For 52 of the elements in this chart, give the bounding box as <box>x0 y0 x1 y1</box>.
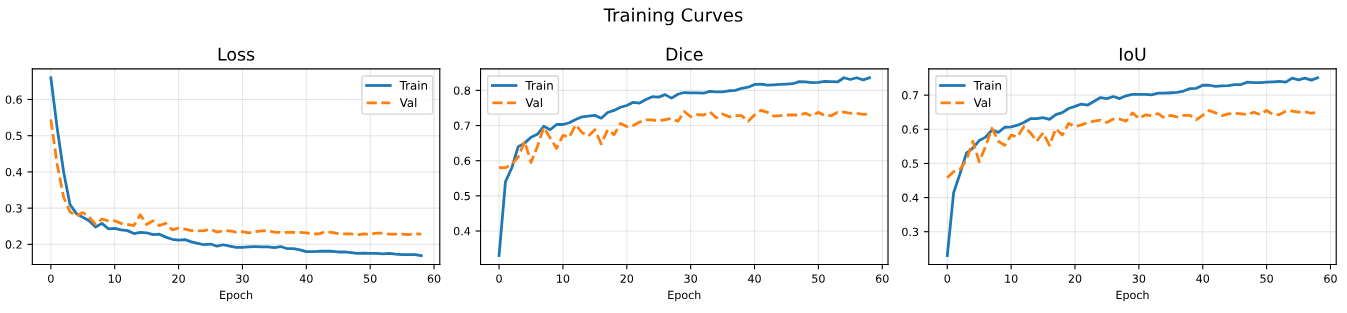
x-axis-title: Epoch <box>220 290 253 302</box>
y-tick-label: 0.5 <box>453 191 470 201</box>
chart-title: Loss <box>218 47 255 61</box>
x-tick-label: 10 <box>557 274 570 283</box>
x-tick-label: 60 <box>427 274 441 283</box>
x-tick-label: 50 <box>812 274 825 283</box>
legend-label: Train <box>973 80 1001 90</box>
x-tick-label: 40 <box>748 274 761 283</box>
x-tick-label: 60 <box>1324 274 1337 283</box>
x-tick-label: 0 <box>48 274 54 283</box>
line-series <box>49 118 423 237</box>
legend-label: Train <box>399 80 427 90</box>
text: Train <box>525 80 553 90</box>
line-series <box>945 76 1320 257</box>
y-tick-label: 0.6 <box>902 125 919 134</box>
y-tick-label: 0.4 <box>453 226 471 236</box>
x-tick-label: 10 <box>1005 274 1018 283</box>
legend-label: Val <box>973 97 991 108</box>
y-tick-label: 0.7 <box>453 121 470 130</box>
text: Training Curves <box>603 7 743 26</box>
series-label: Val <box>525 97 542 108</box>
x-tick-label: 40 <box>299 274 313 283</box>
y-tick-label: 0.4 <box>902 193 919 202</box>
x-tick-label: 50 <box>363 274 377 283</box>
y-tick-label: 0.2 <box>5 240 22 249</box>
x-tick-label: 30 <box>1132 274 1146 283</box>
y-tick-label: 0.3 <box>902 227 919 237</box>
y-tick-label: 0.5 <box>5 131 22 141</box>
x-axis-title: Epoch <box>668 290 701 302</box>
x-tick-label: 10 <box>108 274 122 283</box>
y-tick-label: 0.5 <box>902 159 919 168</box>
x-tick-label: 60 <box>875 274 889 283</box>
x-tick-label: 0 <box>496 274 502 283</box>
x-tick-label: 20 <box>172 274 185 283</box>
x-tick-label: 30 <box>684 274 697 283</box>
chart-title: IoU <box>1119 47 1146 61</box>
chart-title: Dice <box>666 47 703 61</box>
x-tick-label: 40 <box>1196 274 1210 283</box>
y-tick-label: 0.6 <box>5 95 22 104</box>
y-tick-label: 0.4 <box>5 167 22 177</box>
x-tick-label: 20 <box>1068 274 1082 283</box>
y-tick-label: 0.7 <box>902 91 919 100</box>
x-tick-label: 0 <box>944 274 951 283</box>
y-tick-label: 0.3 <box>5 204 22 213</box>
y-tick-label: 0.6 <box>453 156 471 166</box>
x-axis-title: Epoch <box>1116 290 1149 302</box>
x-tick-label: 30 <box>236 274 249 283</box>
line-series <box>497 76 871 257</box>
legend-label: Val <box>399 97 417 108</box>
x-tick-label: 20 <box>620 274 634 283</box>
x-tick-label: 50 <box>1260 274 1273 283</box>
y-tick-label: 0.8 <box>453 86 471 95</box>
